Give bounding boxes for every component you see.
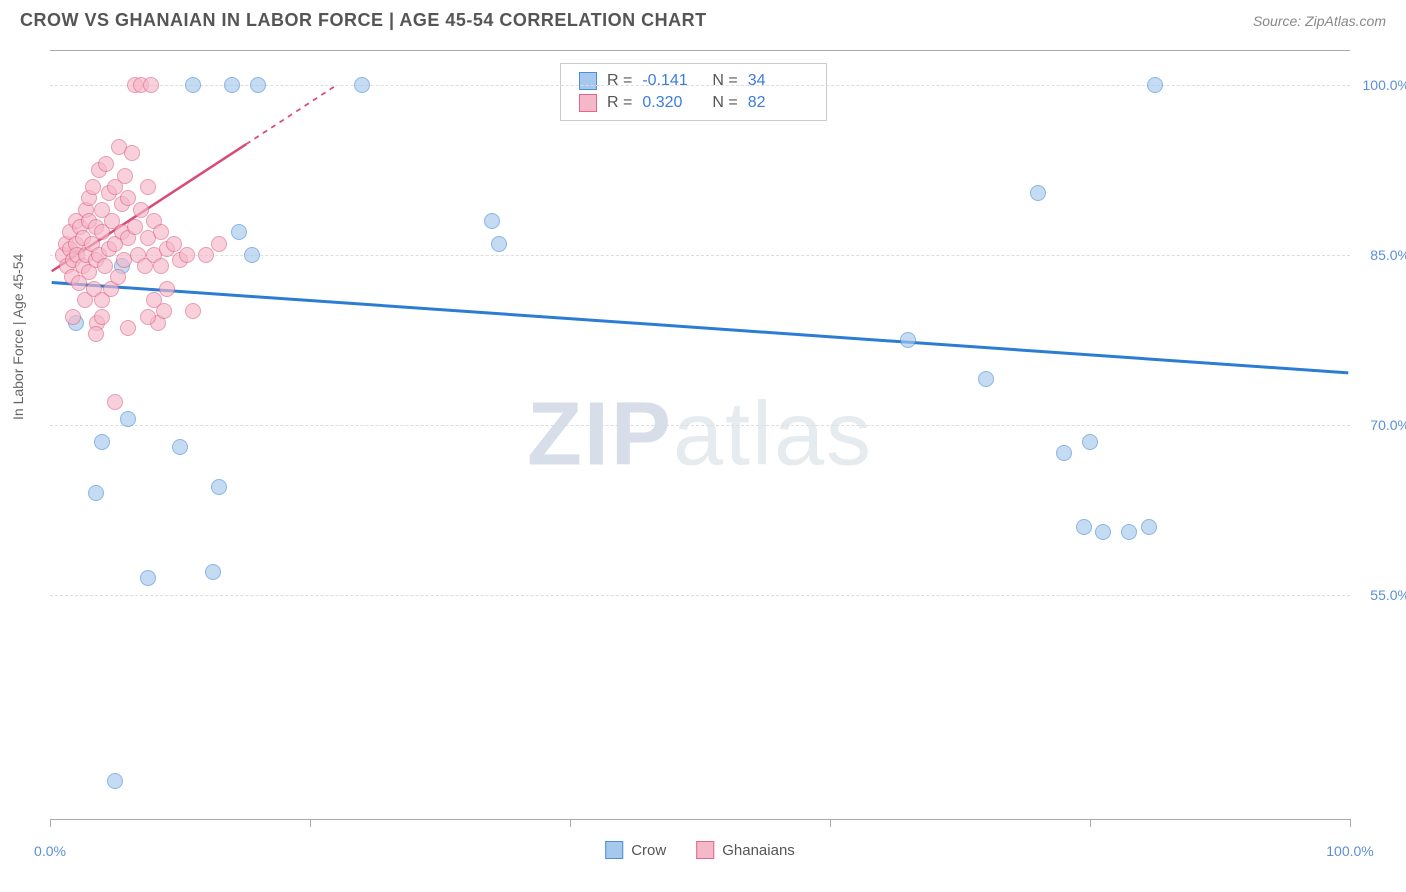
x-tick-label: 100.0% [1326,843,1373,859]
n-value: 34 [748,72,808,90]
scatter-point [185,77,201,93]
x-tick [310,819,311,827]
x-tick [1090,819,1091,827]
scatter-point [244,247,260,263]
scatter-point [88,485,104,501]
legend-swatch [605,841,623,859]
watermark: ZIPatlas [527,384,873,487]
scatter-point [94,434,110,450]
scatter-point [172,439,188,455]
scatter-point [107,394,123,410]
scatter-point [1030,185,1046,201]
r-value: -0.141 [642,72,702,90]
scatter-point [146,292,162,308]
scatter-point [85,179,101,195]
scatter-point [211,236,227,252]
r-label: R = [607,72,632,90]
scatter-point [1141,519,1157,535]
scatter-point [484,213,500,229]
trend-lines [50,51,1350,819]
scatter-point [143,77,159,93]
scatter-point [140,309,156,325]
scatter-point [179,247,195,263]
source-attribution: Source: ZipAtlas.com [1253,13,1386,29]
series-swatch [579,94,597,112]
gridline [50,425,1350,426]
scatter-point [900,332,916,348]
stats-legend-box: R = -0.141 N = 34 R = 0.320 N = 82 [560,63,827,121]
legend-swatch [696,841,714,859]
scatter-point [117,168,133,184]
legend-label: Crow [631,842,666,859]
scatter-point [140,570,156,586]
r-label: R = [607,94,632,112]
scatter-point [124,145,140,161]
y-tick-label: 55.0% [1370,587,1406,603]
r-value: 0.320 [642,94,702,112]
scatter-point [205,564,221,580]
legend-item: Crow [605,841,666,859]
scatter-point [1147,77,1163,93]
header: CROW VS GHANAIAN IN LABOR FORCE | AGE 45… [0,0,1406,41]
scatter-point [354,77,370,93]
x-tick [1350,819,1351,827]
legend-label: Ghanaians [722,842,795,859]
n-label: N = [712,72,737,90]
gridline [50,595,1350,596]
scatter-chart: ZIPatlas R = -0.141 N = 34 R = 0.320 N =… [50,50,1350,820]
scatter-point [198,247,214,263]
scatter-point [1056,445,1072,461]
x-tick [830,819,831,827]
chart-title: CROW VS GHANAIAN IN LABOR FORCE | AGE 45… [20,10,707,31]
scatter-point [185,303,201,319]
watermark-bold: ZIP [527,385,673,485]
scatter-point [1121,524,1137,540]
scatter-point [978,371,994,387]
scatter-point [110,269,126,285]
y-tick-label: 70.0% [1370,417,1406,433]
x-tick-label: 0.0% [34,843,66,859]
scatter-point [120,411,136,427]
n-label: N = [712,94,737,112]
scatter-point [88,326,104,342]
scatter-point [491,236,507,252]
scatter-point [65,309,81,325]
n-value: 82 [748,94,808,112]
series-swatch [579,72,597,90]
scatter-point [224,77,240,93]
stats-row: R = 0.320 N = 82 [579,92,808,114]
scatter-point [1095,524,1111,540]
scatter-point [211,479,227,495]
scatter-point [140,179,156,195]
y-tick-label: 100.0% [1363,77,1406,93]
scatter-point [120,320,136,336]
scatter-point [250,77,266,93]
legend-item: Ghanaians [696,841,795,859]
watermark-light: atlas [673,385,873,485]
stats-row: R = -0.141 N = 34 [579,70,808,92]
scatter-point [98,156,114,172]
y-tick-label: 85.0% [1370,247,1406,263]
x-tick [570,819,571,827]
scatter-point [159,281,175,297]
x-tick [50,819,51,827]
bottom-legend: Crow Ghanaians [605,841,795,859]
scatter-point [107,773,123,789]
scatter-point [1082,434,1098,450]
scatter-point [1076,519,1092,535]
scatter-point [94,309,110,325]
scatter-point [231,224,247,240]
y-axis-label: In Labor Force | Age 45-54 [10,254,26,420]
scatter-point [153,258,169,274]
